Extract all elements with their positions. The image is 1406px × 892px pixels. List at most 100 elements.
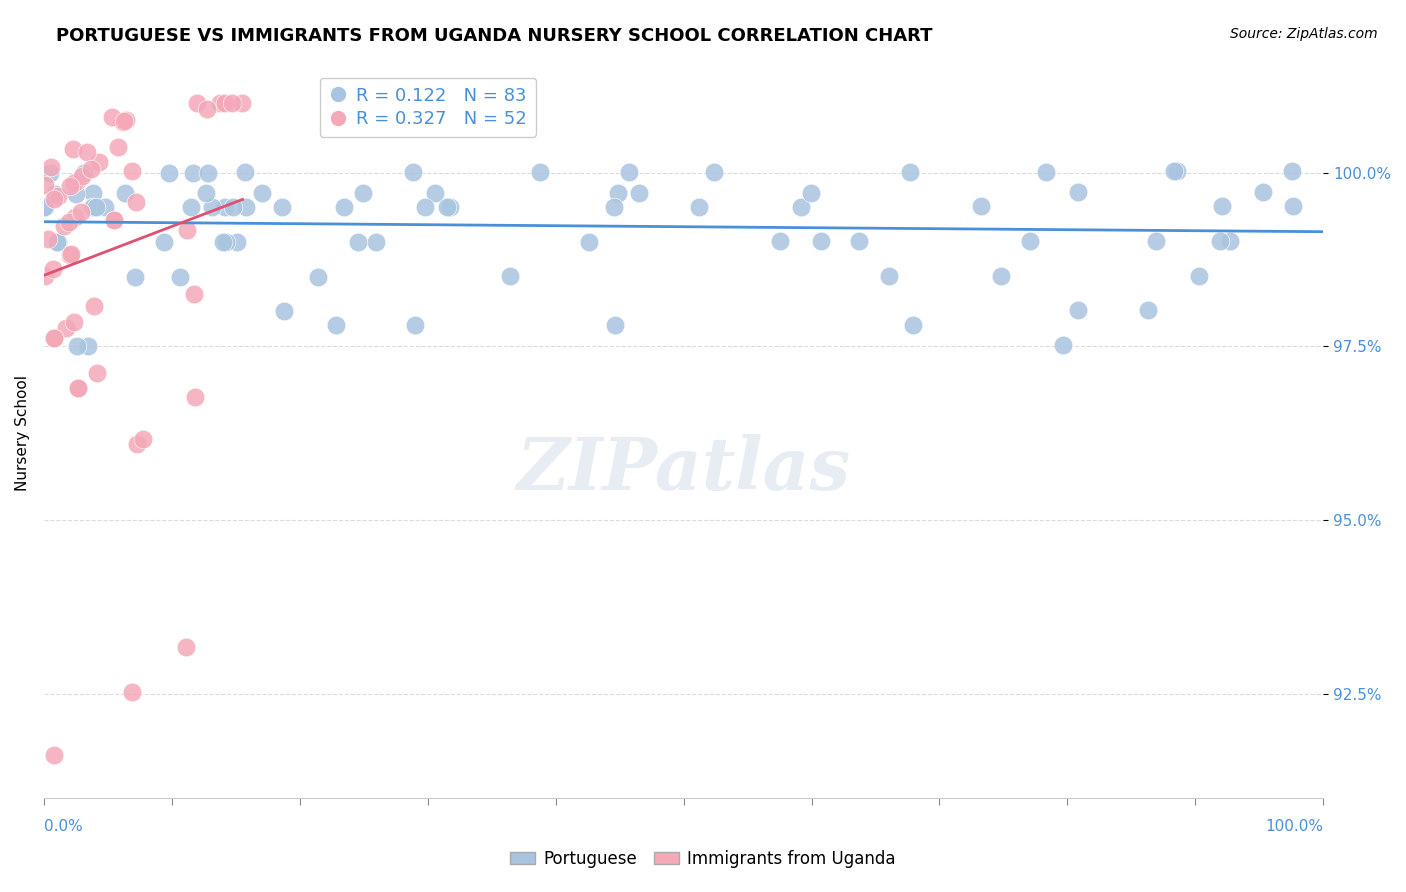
- Point: [366, 235, 388, 249]
- Point: [332, 200, 354, 214]
- Point: [184, 390, 207, 404]
- Point: [67, 381, 90, 395]
- Point: [197, 165, 219, 179]
- Point: [901, 318, 924, 332]
- Point: [80, 200, 103, 214]
- Point: [44, 331, 66, 345]
- Point: [38, 166, 60, 180]
- Point: [404, 318, 426, 332]
- Point: [769, 235, 792, 249]
- Point: [201, 200, 224, 214]
- Point: [181, 165, 204, 179]
- Point: [94, 200, 117, 214]
- Point: [112, 114, 135, 128]
- Point: [1136, 303, 1159, 318]
- Point: [127, 437, 149, 451]
- Point: [628, 186, 651, 200]
- Point: [1019, 234, 1042, 248]
- Point: [1188, 268, 1211, 283]
- Point: [810, 235, 832, 249]
- Point: [62, 176, 84, 190]
- Point: [990, 268, 1012, 283]
- Point: [65, 186, 87, 201]
- Point: [42, 262, 65, 277]
- Point: [44, 331, 66, 345]
- Point: [121, 684, 143, 698]
- Point: [799, 186, 821, 200]
- Legend: Portuguese, Immigrants from Uganda: Portuguese, Immigrants from Uganda: [503, 844, 903, 875]
- Point: [617, 165, 640, 179]
- Point: [1052, 338, 1074, 352]
- Point: [45, 235, 67, 249]
- Point: [174, 640, 197, 655]
- Point: [76, 339, 98, 353]
- Point: [877, 268, 900, 283]
- Point: [153, 235, 176, 249]
- Point: [82, 200, 104, 214]
- Point: [969, 199, 991, 213]
- Point: [578, 235, 600, 249]
- Point: [413, 200, 436, 214]
- Point: [60, 247, 83, 261]
- Point: [84, 200, 107, 214]
- Point: [34, 178, 56, 193]
- Point: [1035, 164, 1057, 178]
- Point: [898, 165, 921, 179]
- Point: [114, 112, 136, 127]
- Point: [252, 186, 274, 201]
- Point: [499, 269, 522, 284]
- Point: [703, 165, 725, 179]
- Point: [86, 366, 108, 380]
- Point: [1251, 185, 1274, 199]
- Text: ZIPatlas: ZIPatlas: [516, 434, 851, 505]
- Point: [66, 339, 89, 353]
- Point: [44, 186, 66, 201]
- Point: [1163, 164, 1185, 178]
- Point: [214, 96, 236, 111]
- Point: [62, 142, 84, 156]
- Point: [423, 186, 446, 200]
- Point: [231, 96, 253, 111]
- Point: [100, 111, 122, 125]
- Point: [1144, 234, 1167, 248]
- Point: [73, 166, 96, 180]
- Point: [1211, 199, 1233, 213]
- Y-axis label: Nursery School: Nursery School: [15, 376, 30, 491]
- Point: [58, 214, 80, 228]
- Point: [34, 268, 56, 283]
- Point: [59, 248, 82, 262]
- Point: [65, 174, 87, 188]
- Text: PORTUGUESE VS IMMIGRANTS FROM UGANDA NURSERY SCHOOL CORRELATION CHART: PORTUGUESE VS IMMIGRANTS FROM UGANDA NUR…: [56, 27, 932, 45]
- Point: [48, 188, 70, 202]
- Point: [34, 201, 56, 215]
- Point: [169, 269, 191, 284]
- Point: [76, 145, 98, 159]
- Point: [346, 235, 368, 249]
- Point: [1067, 186, 1090, 200]
- Text: 0.0%: 0.0%: [44, 819, 83, 834]
- Point: [606, 186, 628, 200]
- Point: [221, 96, 243, 111]
- Point: [42, 748, 65, 763]
- Point: [111, 115, 134, 129]
- Point: [195, 186, 218, 201]
- Point: [32, 201, 55, 215]
- Point: [215, 235, 238, 249]
- Text: Source: ZipAtlas.com: Source: ZipAtlas.com: [1230, 27, 1378, 41]
- Point: [103, 213, 125, 227]
- Point: [176, 223, 198, 237]
- Point: [125, 194, 148, 209]
- Point: [848, 234, 870, 248]
- Point: [439, 200, 461, 214]
- Point: [63, 210, 86, 224]
- Point: [80, 162, 103, 177]
- Point: [1281, 199, 1303, 213]
- Point: [114, 186, 136, 201]
- Point: [233, 165, 256, 179]
- Point: [226, 235, 249, 249]
- Point: [107, 140, 129, 154]
- Point: [42, 192, 65, 206]
- Point: [352, 186, 374, 201]
- Text: 100.0%: 100.0%: [1265, 819, 1323, 834]
- Point: [221, 200, 243, 214]
